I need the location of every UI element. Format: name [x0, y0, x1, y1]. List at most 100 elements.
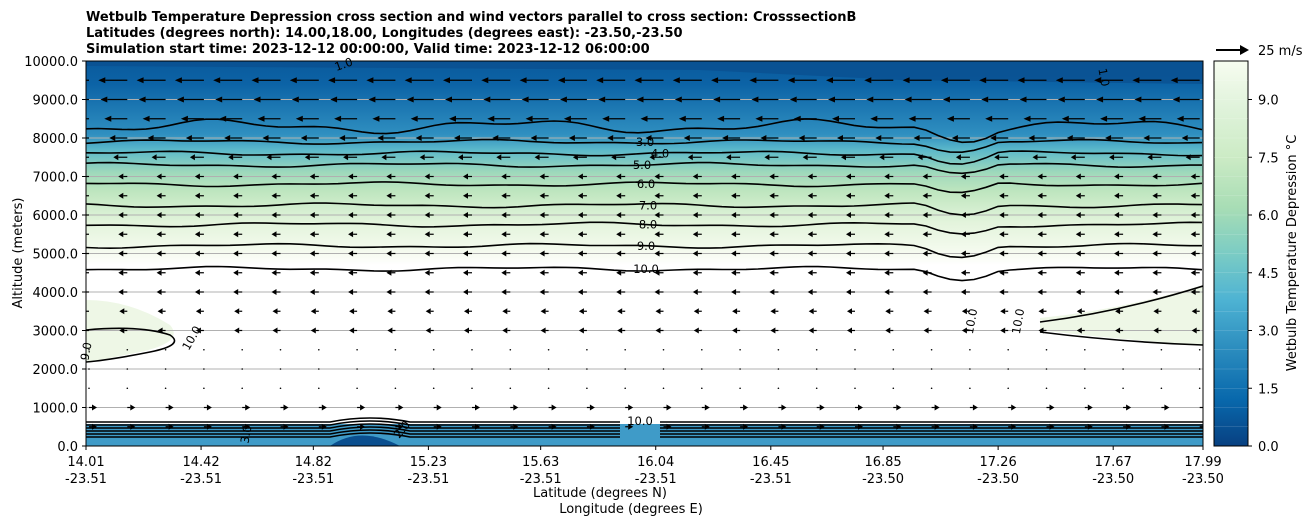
wind-vector-head [100, 96, 108, 103]
wind-vector-head [858, 404, 863, 411]
wind-vector-head [1037, 173, 1043, 180]
y-tick-label: 2000.0 [33, 363, 79, 378]
wind-vector-head [424, 173, 430, 180]
wind-vector-head [828, 96, 835, 103]
wind-vector-head [654, 289, 660, 295]
wind-vector-head [731, 212, 737, 218]
wind-vector-head [634, 77, 642, 84]
wind-vector-head [1055, 77, 1063, 84]
wind-vector [471, 387, 473, 390]
wind-vector-head [1075, 192, 1081, 199]
y-tick-label: 10000.0 [24, 55, 78, 70]
wind-vector-head [1076, 327, 1082, 334]
wind-vector-head [960, 250, 966, 257]
wind-vector-head [271, 289, 277, 295]
wind-vector-head [846, 269, 851, 276]
wind-vector [126, 368, 129, 370]
wind-vector [1045, 387, 1048, 390]
wind-vector-head [607, 135, 614, 141]
wind-vector-head [98, 77, 106, 84]
wind-vector-head [961, 327, 967, 334]
wind-vector [164, 387, 167, 390]
wind-vector [279, 348, 282, 351]
wind-vector-head [769, 173, 775, 180]
wind-vector-head [1176, 115, 1184, 122]
wind-vector-head [693, 308, 699, 315]
wind-vector-head [940, 77, 948, 84]
wind-vector-head [1190, 212, 1196, 218]
wind-vector-head [309, 269, 315, 276]
wind-vector [547, 368, 550, 370]
wind-vector [1084, 368, 1086, 370]
contour-line [86, 221, 1203, 235]
wind-vector-head [1114, 289, 1120, 295]
wind-vector-head [540, 308, 546, 315]
wind-vector-head [972, 404, 978, 411]
wind-vector-head [157, 308, 163, 315]
wind-vector-head [807, 269, 813, 276]
wind-vector-head [1087, 404, 1093, 411]
wind-vector-head [136, 77, 144, 84]
contour-line [86, 202, 1203, 216]
wind-vector-head [304, 154, 310, 161]
wind-vector-head [1190, 192, 1196, 199]
wind-vector-head [946, 115, 954, 122]
wind-vector [241, 348, 243, 351]
x-tick-label-lat: 17.67 [1095, 455, 1132, 470]
wind-vector-head [233, 212, 239, 218]
wind-vector-head [1032, 154, 1038, 161]
colorbar-tick-label: 4.5 [1258, 267, 1279, 282]
wind-vector-head [942, 96, 950, 103]
wind-vector [662, 348, 665, 351]
wind-vector-head [291, 96, 299, 103]
wind-vector-head [922, 212, 928, 218]
contour-label: 9.0 [637, 239, 655, 253]
wind-vector-head [525, 115, 533, 122]
wind-vector [1007, 387, 1009, 390]
wind-vector-head [596, 77, 604, 84]
wind-vector-head [960, 289, 966, 295]
wind-vector-head [1100, 115, 1108, 122]
wind-vector-head [1114, 250, 1120, 257]
wind-vector-head [502, 308, 508, 315]
wind-vector-head [628, 423, 634, 430]
contour-fill-left-patch [86, 300, 174, 363]
wind-vector-head [731, 250, 737, 257]
wind-vector [892, 348, 895, 351]
wind-vector-head [194, 173, 200, 180]
wind-vector-head [1061, 115, 1069, 122]
wind-vector-head [539, 212, 545, 218]
wind-vector-head [769, 192, 775, 199]
wind-vector-head [464, 327, 469, 334]
wind-vector-head [875, 135, 882, 141]
wind-vector [432, 368, 435, 370]
wind-vector-head [75, 154, 80, 160]
wind-vector-head [496, 154, 502, 161]
y-tick-label: 6000.0 [33, 209, 79, 224]
wind-vector-head [309, 289, 315, 295]
wind-vector-head [563, 115, 571, 122]
wind-vector-head [866, 96, 874, 103]
wind-vector [509, 387, 512, 390]
wind-vector-head [271, 250, 277, 257]
wind-vector-head [118, 231, 124, 238]
wind-vector-head [902, 77, 910, 84]
wind-vector-head [348, 212, 354, 218]
wind-vector-head [386, 231, 392, 238]
contour-label: 7.0 [639, 198, 657, 212]
wind-vector [1122, 387, 1124, 390]
wind-vector-head [913, 135, 920, 141]
wind-vector-head [807, 289, 813, 295]
wind-vector-head [616, 289, 622, 295]
wind-vector-head [769, 231, 775, 238]
contour-label: 6.0 [637, 177, 655, 191]
wind-vector-head [1075, 173, 1081, 180]
wind-vector [1122, 368, 1124, 370]
wind-vector-head [884, 192, 890, 199]
wind-vector-head [1037, 289, 1043, 295]
wind-vector-head [1190, 231, 1196, 238]
wind-vector-head [539, 289, 545, 295]
wind-vector [203, 387, 205, 390]
wind-vector-head [1152, 250, 1158, 257]
contour-line [1039, 285, 1203, 323]
